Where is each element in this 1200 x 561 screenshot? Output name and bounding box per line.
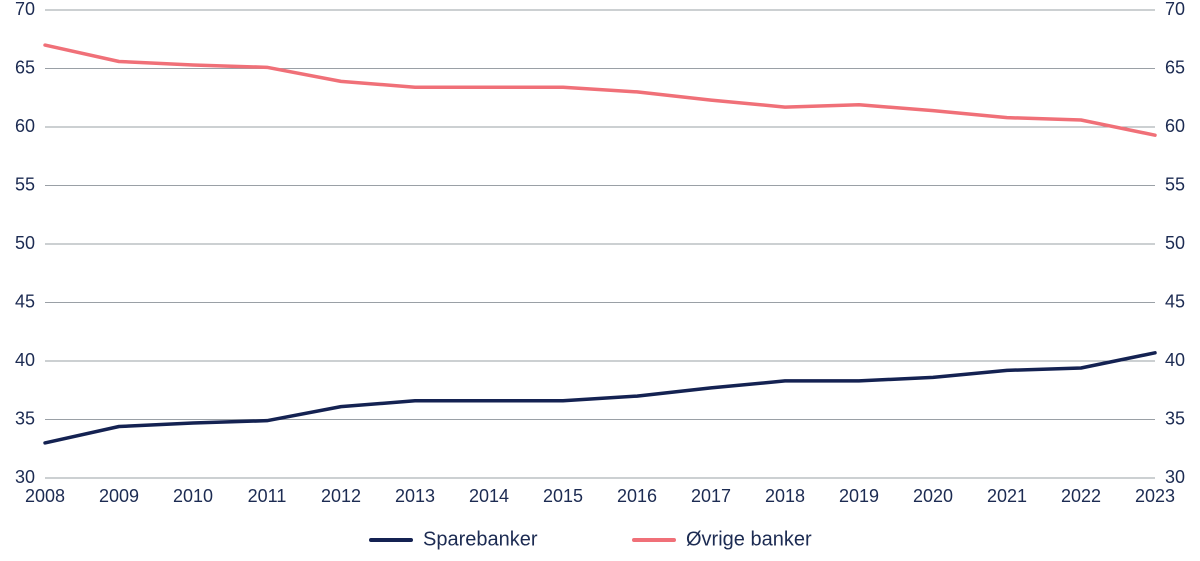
y-tick-label: 30 (15, 467, 35, 487)
y-tick-label: 45 (1165, 291, 1185, 311)
y-tick-label: 60 (15, 116, 35, 136)
x-tick-label: 2018 (765, 486, 805, 506)
x-tick-label: 2022 (1061, 486, 1101, 506)
legend-label: Øvrige banker (686, 528, 812, 550)
y-tick-label: 35 (15, 408, 35, 428)
x-tick-label: 2019 (839, 486, 879, 506)
x-tick-label: 2020 (913, 486, 953, 506)
y-tick-label: 45 (15, 291, 35, 311)
y-tick-label: 35 (1165, 408, 1185, 428)
y-tick-label: 70 (1165, 0, 1185, 19)
y-axis-right: 30 35 40 45 50 55 60 65 70 (1165, 0, 1185, 487)
y-tick-label: 30 (1165, 467, 1185, 487)
chart-svg: 30 35 40 45 50 55 60 65 70 30 35 40 45 50 55 60 65 70 2008… (0, 0, 1200, 561)
x-tick-label: 2021 (987, 486, 1027, 506)
line-chart: 30 35 40 45 50 55 60 65 70 30 35 40 45 50 55 60 65 70 2008… (0, 0, 1200, 561)
x-tick-label: 2011 (248, 486, 287, 506)
y-tick-label: 40 (15, 350, 35, 370)
x-tick-label: 2015 (543, 486, 583, 506)
y-tick-label: 70 (15, 0, 35, 19)
y-tick-label: 50 (15, 233, 35, 253)
x-tick-label: 2012 (321, 486, 361, 506)
x-tick-label: 2014 (469, 486, 509, 506)
y-tick-label: 60 (1165, 116, 1185, 136)
y-tick-label: 40 (1165, 350, 1185, 370)
y-tick-label: 55 (15, 174, 35, 194)
y-tick-label: 55 (1165, 174, 1185, 194)
y-tick-label: 65 (1165, 57, 1185, 77)
chart-background (0, 0, 1200, 561)
y-tick-label: 50 (1165, 233, 1185, 253)
legend-label: Sparebanker (423, 528, 538, 550)
x-tick-label: 2023 (1135, 486, 1175, 506)
x-tick-label: 2008 (25, 486, 65, 506)
x-tick-label: 2010 (173, 486, 213, 506)
x-tick-label: 2016 (617, 486, 657, 506)
y-axis-left: 30 35 40 45 50 55 60 65 70 (15, 0, 35, 487)
x-tick-label: 2017 (691, 486, 731, 506)
x-tick-label: 2009 (99, 486, 139, 506)
y-tick-label: 65 (15, 57, 35, 77)
x-tick-label: 2013 (395, 486, 435, 506)
